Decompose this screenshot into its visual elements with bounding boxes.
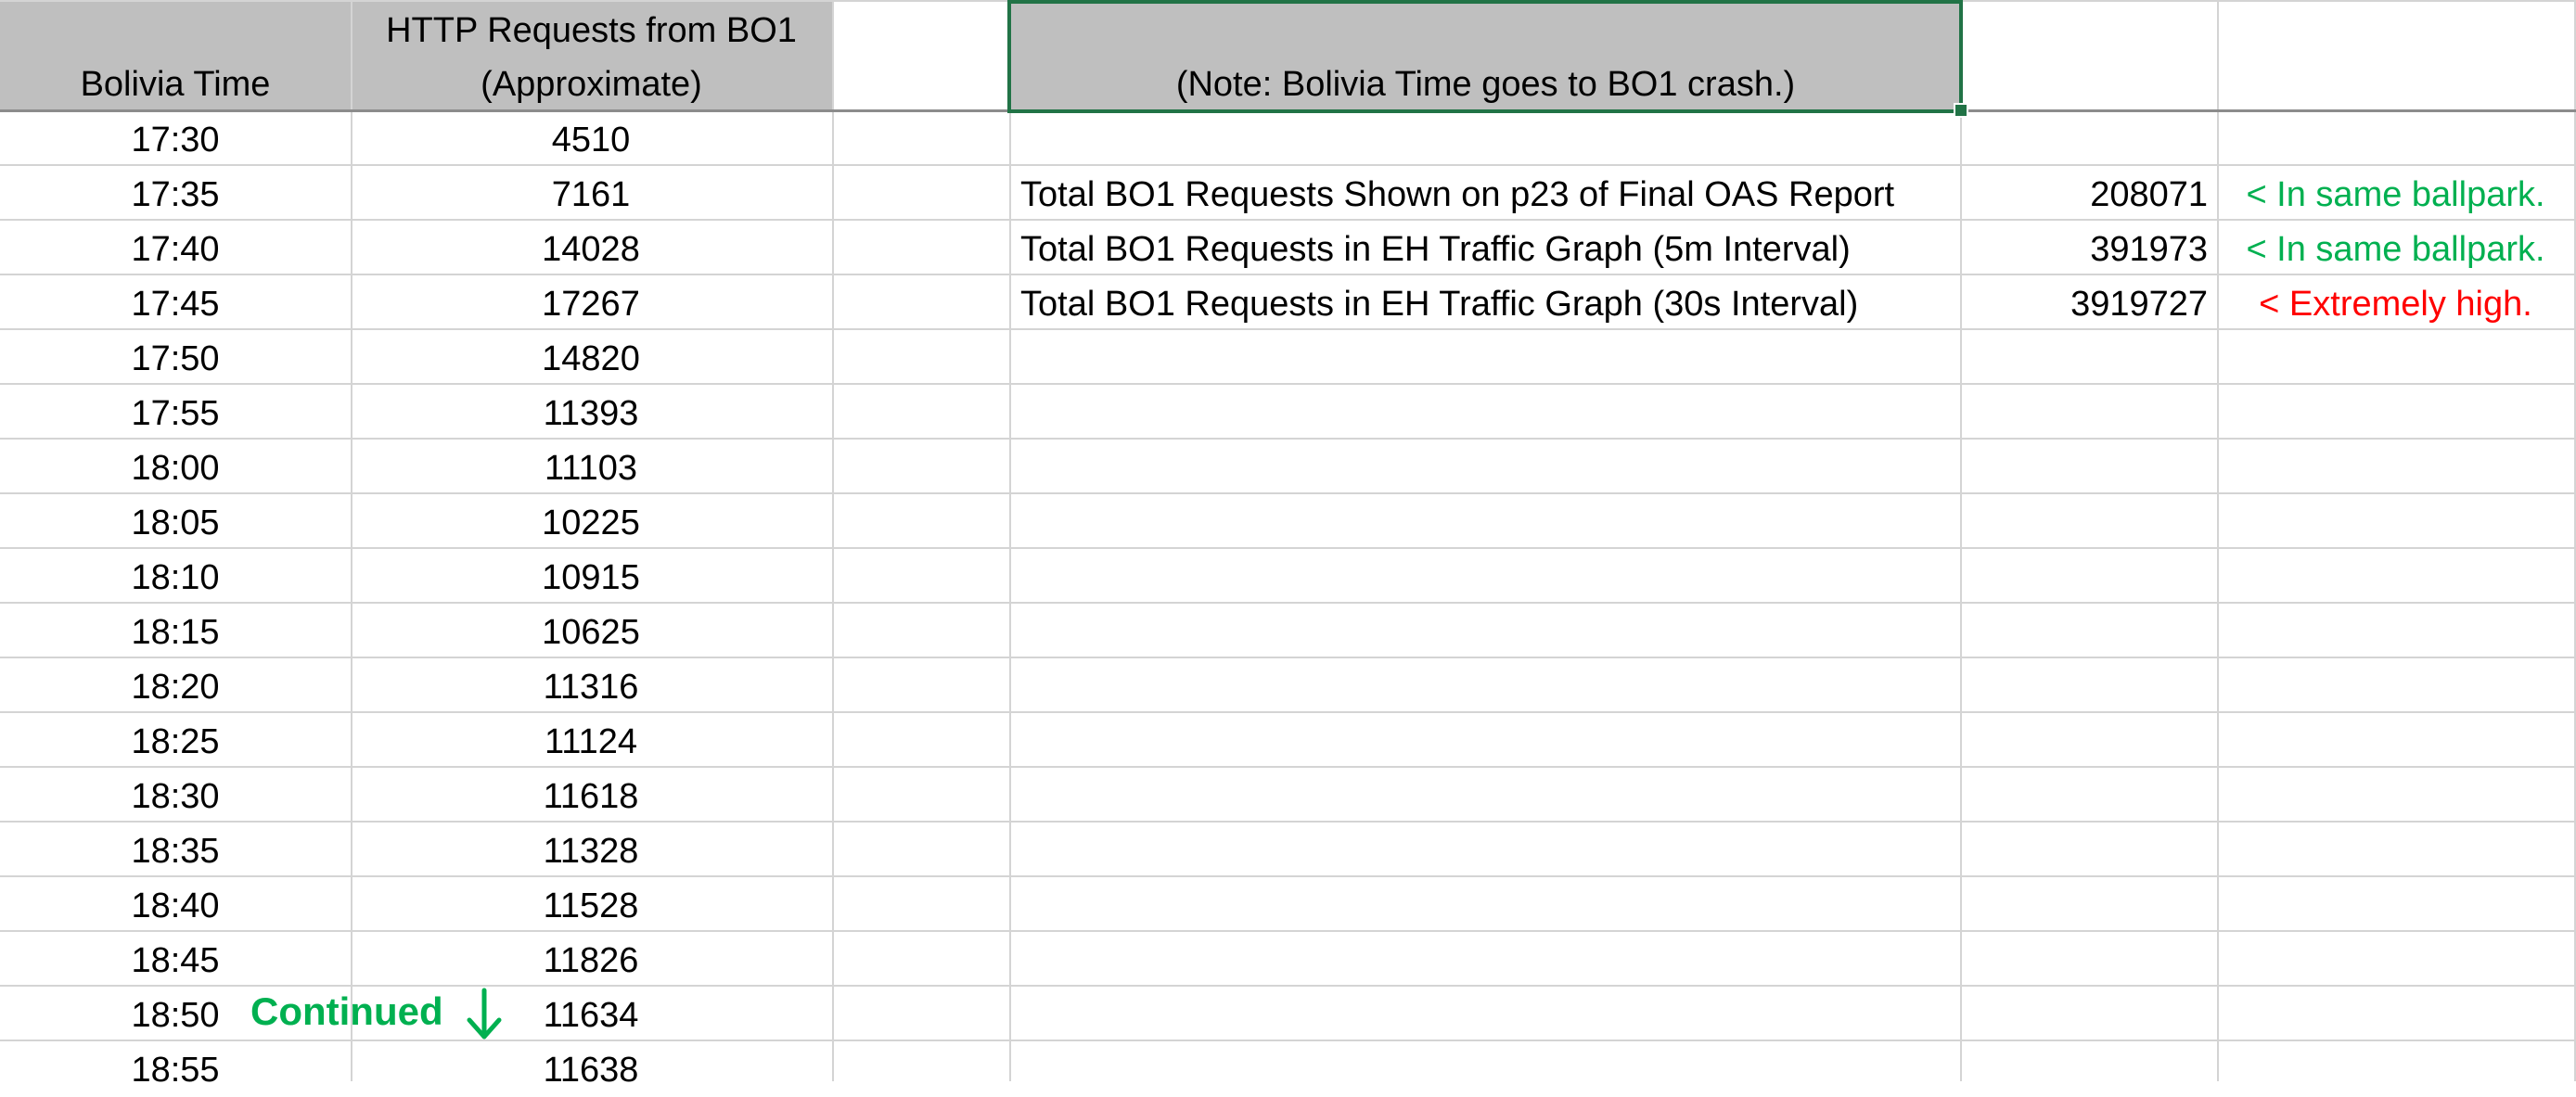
cell-http-requests[interactable]: 7161 <box>551 175 631 214</box>
cell-http-requests[interactable]: 11826 <box>543 941 639 980</box>
cell-http-requests[interactable]: 10915 <box>542 558 640 597</box>
cell-bolivia-time[interactable]: 17:30 <box>131 121 220 159</box>
row-divider <box>0 274 2576 275</box>
summary-value[interactable]: 208071 <box>2090 175 2208 214</box>
cell-bolivia-time[interactable]: 17:35 <box>131 175 220 214</box>
cell-http-requests[interactable]: 17267 <box>542 285 640 324</box>
cell-http-requests[interactable]: 11618 <box>543 777 639 816</box>
cell-bolivia-time[interactable]: 18:40 <box>131 887 220 925</box>
row-divider <box>0 930 2576 932</box>
cell-http-requests[interactable]: 14820 <box>542 339 640 378</box>
row-divider <box>0 821 2576 823</box>
summary-comment-ok[interactable]: < In same ballpark. <box>2246 175 2545 214</box>
cell-http-requests[interactable]: 14028 <box>542 230 640 269</box>
row-divider <box>0 383 2576 385</box>
summary-label[interactable]: Total BO1 Requests in EH Traffic Graph (… <box>1020 230 1851 269</box>
column-divider <box>2574 0 2576 1081</box>
column-header-http-requests-line2[interactable]: (Approximate) <box>481 65 702 104</box>
cell-bolivia-time[interactable]: 18:00 <box>131 449 220 488</box>
cell-bolivia-time[interactable]: 18:05 <box>131 504 220 542</box>
column-divider <box>351 0 352 1081</box>
summary-label[interactable]: Total BO1 Requests in EH Traffic Graph (… <box>1020 285 1859 324</box>
cell-bolivia-time[interactable]: 18:35 <box>131 832 220 871</box>
row-divider <box>0 1040 2576 1041</box>
row-divider <box>0 438 2576 440</box>
cell-bolivia-time[interactable]: 18:15 <box>131 613 220 652</box>
summary-comment-warning[interactable]: < Extremely high. <box>2259 285 2532 324</box>
row-divider <box>0 875 2576 877</box>
down-arrow-icon <box>467 988 502 1040</box>
row-divider <box>0 711 2576 713</box>
row-divider <box>0 164 2576 166</box>
cell-http-requests[interactable]: 10625 <box>542 613 640 652</box>
cell-http-requests[interactable]: 11528 <box>543 887 639 925</box>
cell-http-requests[interactable]: 11103 <box>544 449 638 488</box>
cell-http-requests[interactable]: 11638 <box>543 1051 639 1090</box>
row-divider <box>0 657 2576 658</box>
summary-label[interactable]: Total BO1 Requests Shown on p23 of Final… <box>1020 175 1895 214</box>
fill-handle[interactable] <box>1954 103 1968 118</box>
column-divider <box>832 0 834 1081</box>
header-fill-data-columns <box>0 0 833 109</box>
row-divider <box>0 492 2576 494</box>
note-cell[interactable]: (Note: Bolivia Time goes to BO1 crash.) <box>1175 65 1796 104</box>
cell-bolivia-time[interactable]: 17:45 <box>131 285 220 324</box>
cell-bolivia-time[interactable]: 18:45 <box>131 941 220 980</box>
cell-bolivia-time[interactable]: 17:55 <box>131 394 220 433</box>
row-divider <box>0 985 2576 987</box>
row-divider <box>0 328 2576 330</box>
cell-http-requests[interactable]: 11124 <box>544 722 638 761</box>
cell-http-requests[interactable]: 11316 <box>543 668 639 707</box>
cell-bolivia-time[interactable]: 17:50 <box>131 339 220 378</box>
column-divider <box>1009 0 1011 1081</box>
row-divider <box>0 219 2576 221</box>
cell-bolivia-time[interactable]: 18:55 <box>131 1051 220 1090</box>
column-header-bolivia-time[interactable]: Bolivia Time <box>80 65 271 104</box>
cell-bolivia-time[interactable]: 18:30 <box>131 777 220 816</box>
continued-label: Continued <box>250 989 443 1033</box>
header-fill-note <box>1009 0 1961 109</box>
cell-bolivia-time[interactable]: 18:10 <box>131 558 220 597</box>
column-header-http-requests-line1[interactable]: HTTP Requests from BO1 <box>386 11 797 50</box>
column-divider <box>2217 0 2219 1081</box>
selected-cell-outline[interactable] <box>1007 0 1963 113</box>
cell-bolivia-time[interactable]: 17:40 <box>131 230 220 269</box>
cell-http-requests[interactable]: 10225 <box>542 504 640 542</box>
row-divider <box>0 547 2576 549</box>
summary-comment-ok[interactable]: < In same ballpark. <box>2246 230 2545 269</box>
summary-value[interactable]: 3919727 <box>2070 285 2208 324</box>
cell-http-requests[interactable]: 11393 <box>543 394 639 433</box>
cell-http-requests[interactable]: 4510 <box>551 121 631 159</box>
cell-bolivia-time[interactable]: 18:50 <box>131 996 220 1035</box>
summary-value[interactable]: 391973 <box>2090 230 2208 269</box>
row-divider <box>0 766 2576 768</box>
cell-http-requests[interactable]: 11328 <box>543 832 639 871</box>
column-divider <box>1960 0 1962 1081</box>
cell-http-requests[interactable]: 11634 <box>543 996 639 1035</box>
cell-bolivia-time[interactable]: 18:20 <box>131 668 220 707</box>
row-divider <box>0 602 2576 604</box>
cell-bolivia-time[interactable]: 18:25 <box>131 722 220 761</box>
